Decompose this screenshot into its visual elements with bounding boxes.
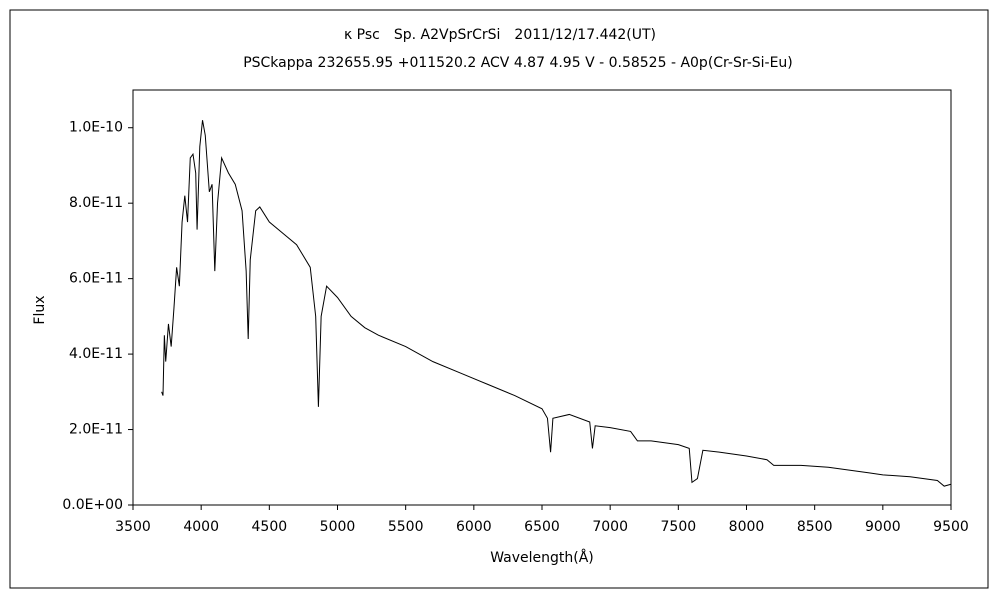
y-axis-label: Flux	[32, 295, 48, 324]
x-tick-label: 3500	[115, 519, 151, 535]
x-tick-label: 5000	[320, 519, 356, 535]
y-tick-label: 6.0E-11	[69, 271, 123, 287]
x-tick-label: 6500	[524, 519, 560, 535]
x-tick-label: 6000	[456, 519, 492, 535]
x-tick-label: 9000	[865, 519, 901, 535]
x-axis-label: Wavelength(Å)	[490, 549, 594, 566]
x-tick-label: 9500	[933, 519, 969, 535]
x-tick-label: 8000	[729, 519, 765, 535]
x-tick-label: 4500	[252, 519, 288, 535]
y-tick-label: 4.0E-11	[69, 346, 123, 362]
outer-frame	[9, 9, 989, 589]
x-tick-label: 4000	[183, 519, 219, 535]
y-tick-label: 8.0E-11	[69, 195, 123, 211]
spectrum-line	[161, 120, 952, 487]
y-tick-label: 0.0E+00	[62, 497, 123, 513]
y-tick-label: 1.0E-10	[69, 120, 123, 136]
chart-subtitle: PSCkappa 232655.95 +011520.2 ACV 4.87 4.…	[243, 55, 793, 71]
chart-title: κ Psc Sp. A2VpSrCrSi 2011/12/17.442(UT)	[344, 27, 656, 43]
y-tick-label: 2.0E-11	[69, 422, 123, 438]
x-tick-label: 7500	[661, 519, 697, 535]
x-tick-label: 5500	[388, 519, 424, 535]
x-tick-label: 7000	[592, 519, 628, 535]
x-tick-label: 8500	[797, 519, 833, 535]
